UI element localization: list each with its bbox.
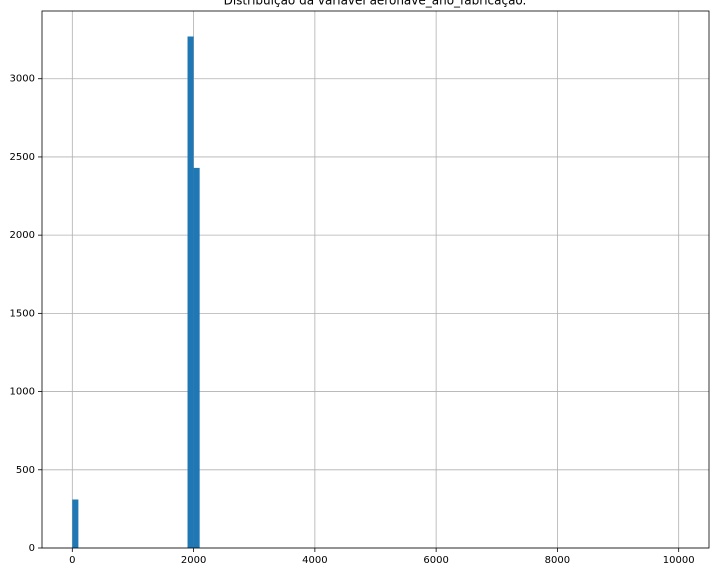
axes-frame	[41, 10, 710, 549]
chart-title: Distribuição da variável aeronave_ano_fa…	[224, 0, 527, 8]
y-tick-label: 0	[29, 543, 35, 554]
y-tick-label: 2000	[10, 230, 35, 241]
y-tick-label: 1500	[10, 308, 35, 319]
x-tick-label: 4000	[302, 555, 327, 566]
y-tick-label: 1000	[10, 387, 35, 398]
x-tick-label: 2000	[181, 555, 206, 566]
x-tick-label: 0	[69, 555, 75, 566]
bar	[187, 36, 194, 548]
x-tick-label: 6000	[423, 555, 448, 566]
y-tick-label: 500	[16, 465, 35, 476]
y-tick-label: 3000	[10, 74, 35, 85]
bar	[72, 499, 79, 548]
x-tick-label: 8000	[545, 555, 570, 566]
bar	[193, 167, 200, 549]
y-tick-label: 2500	[10, 152, 35, 163]
x-tick-label: 10000	[663, 555, 695, 566]
